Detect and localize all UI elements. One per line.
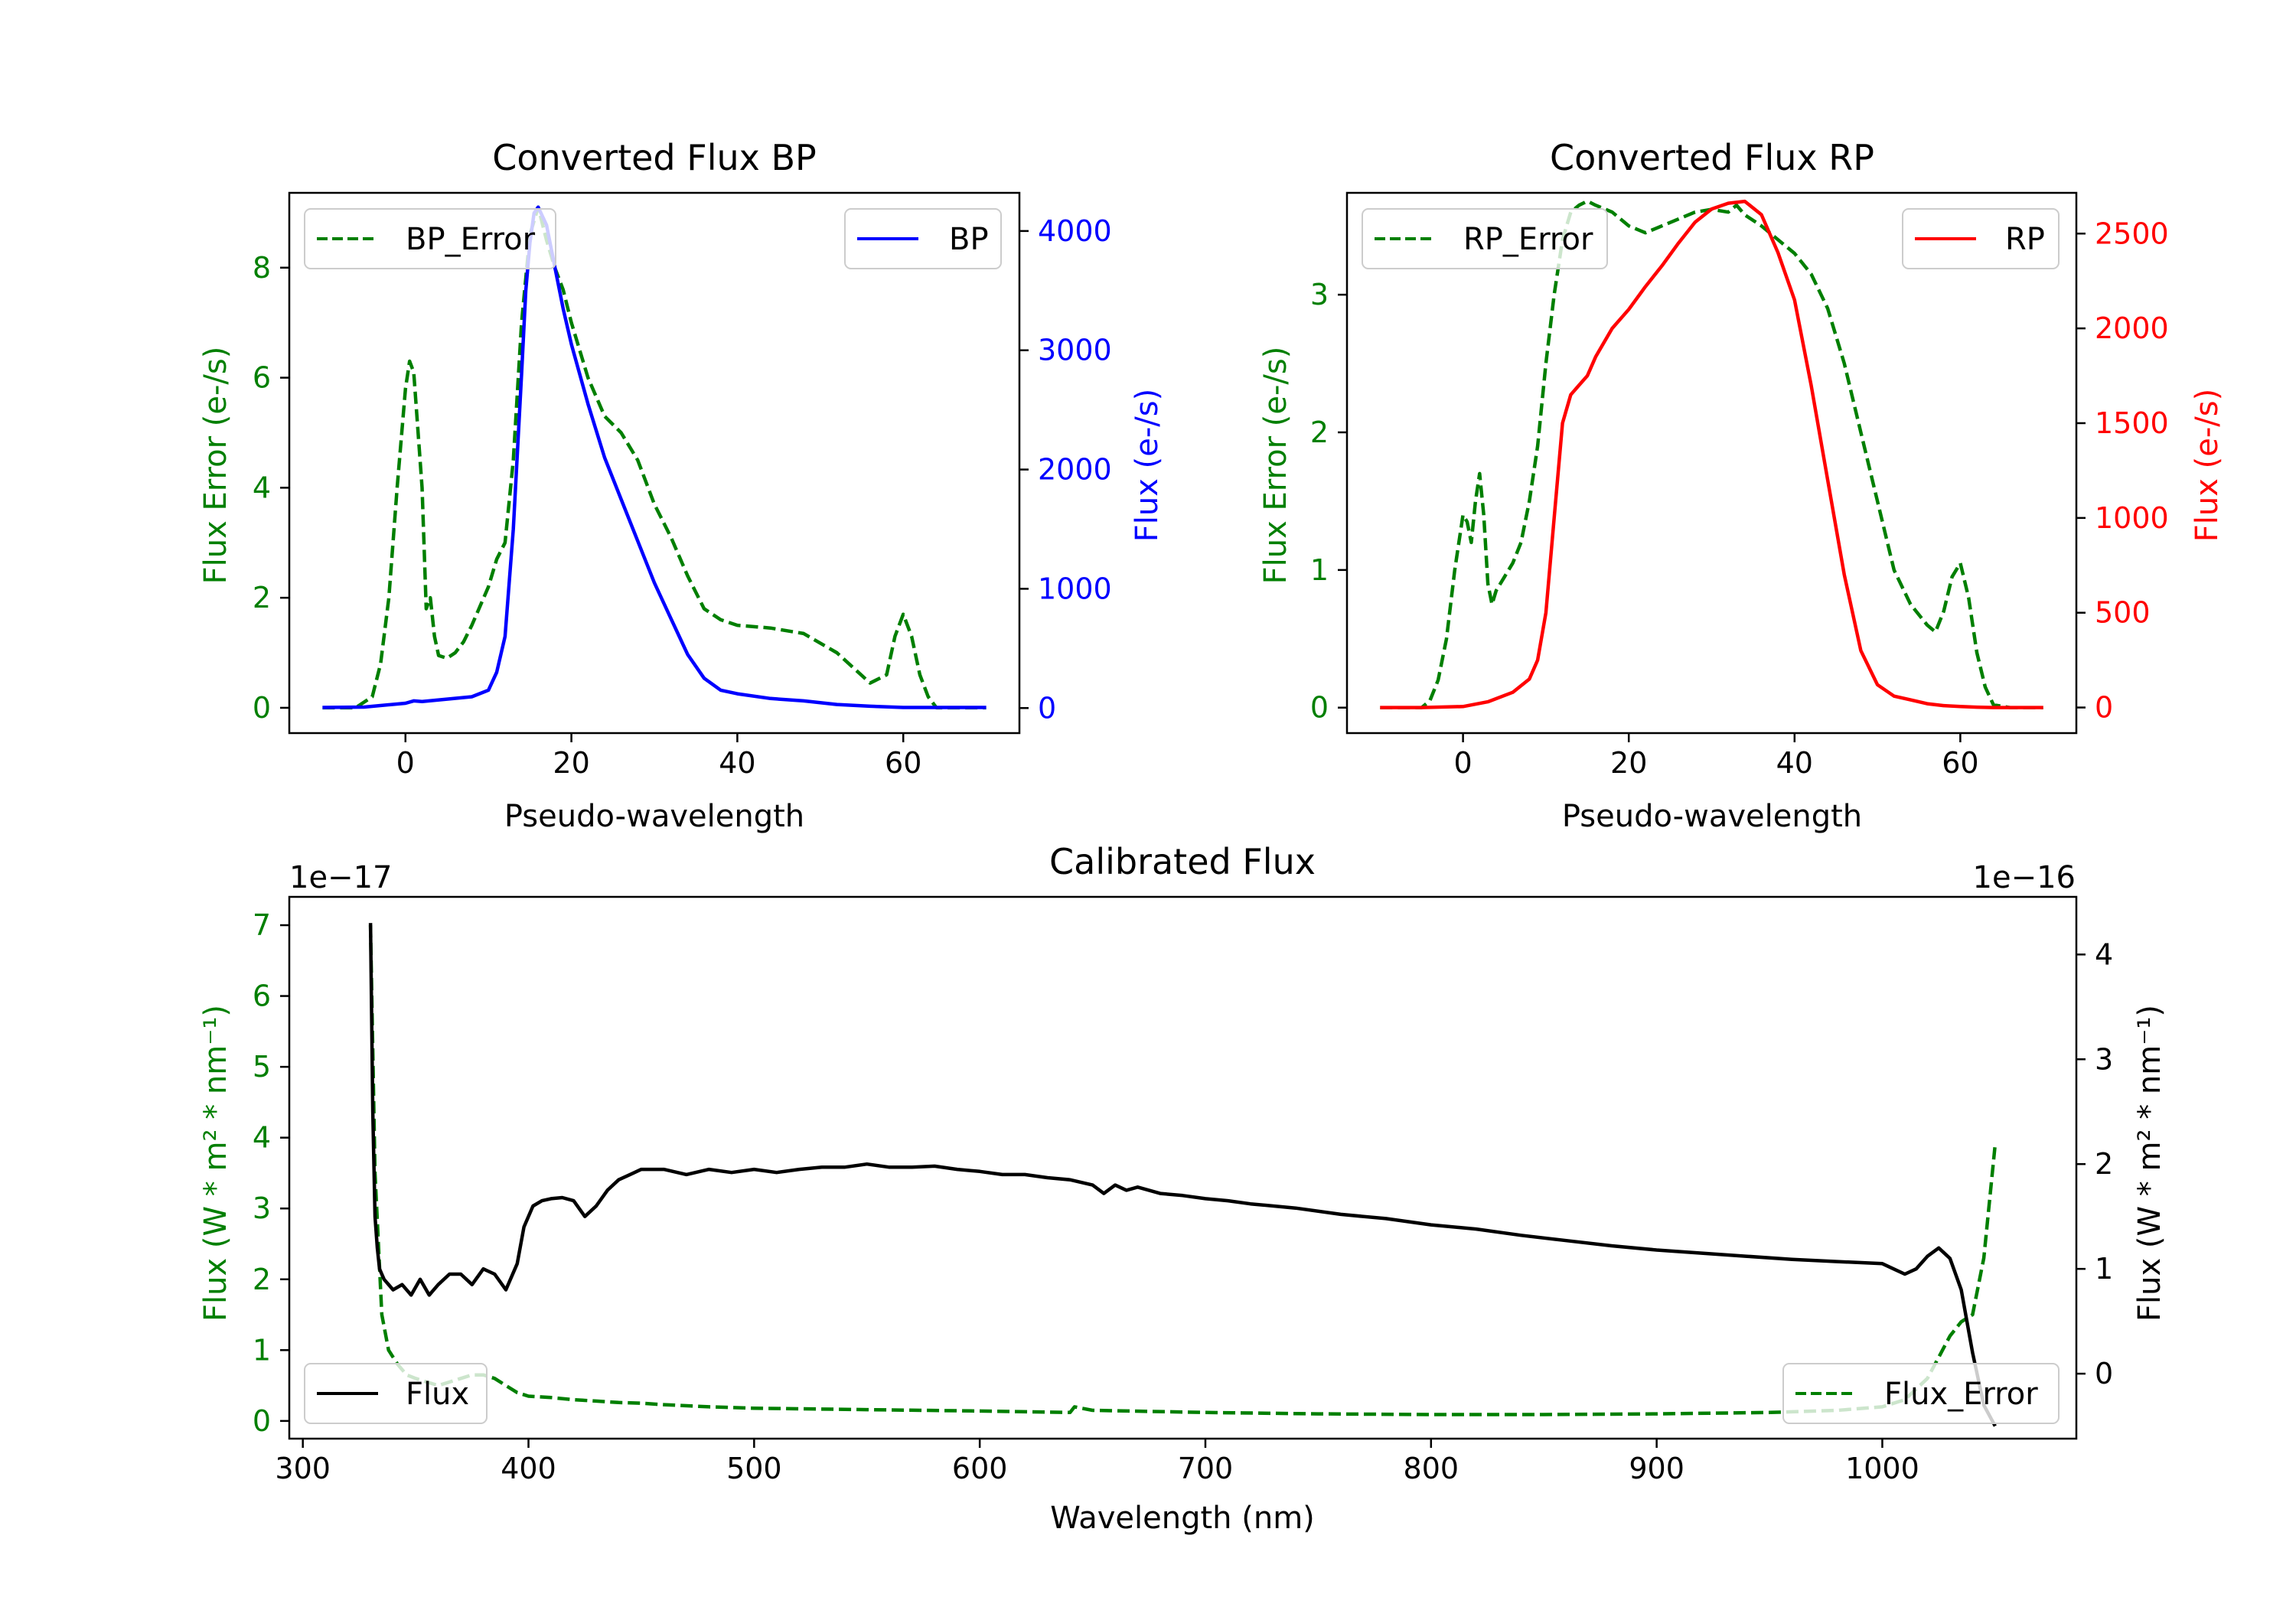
cal-ytick-right-label: 3 xyxy=(2095,1042,2113,1076)
rp-legend-flux: RP xyxy=(1902,208,2060,269)
bp-xtick-label: 20 xyxy=(553,746,589,780)
cal-ytick-left-label: 0 xyxy=(253,1404,271,1438)
bp-flux-line xyxy=(322,205,987,709)
bp-ytick-right-label: 2000 xyxy=(1038,453,1112,487)
cal-ytick-left-label: 5 xyxy=(253,1050,271,1084)
cal-ytick-left-label: 7 xyxy=(253,908,271,942)
bp-title: Converted Flux BP xyxy=(492,137,817,178)
bp-ytick-right-label: 0 xyxy=(1038,691,1056,725)
bp-ytick-right-label: 4000 xyxy=(1038,214,1112,248)
bp-plot-area: 0 20 40 60 0 2 4 6 8 0 1000 2000 3000 4000 xyxy=(253,191,1112,780)
cal-xtick-label: 700 xyxy=(1178,1452,1234,1485)
rp-ytick-left-label: 1 xyxy=(1310,553,1329,587)
panel-rp: Converted Flux RP Pseudo-wavelength Flux… xyxy=(1258,137,2225,834)
rp-xlabel: Pseudo-wavelength xyxy=(1562,799,1862,834)
cal-ytick-left-label: 4 xyxy=(253,1121,271,1155)
rp-xtick-label: 20 xyxy=(1610,746,1647,780)
rp-error-line xyxy=(1380,199,2043,709)
rp-ytick-right-label: 1500 xyxy=(2095,406,2169,440)
rp-legend-flux-label: RP xyxy=(2005,222,2045,257)
rp-title: Converted Flux RP xyxy=(1550,137,1874,178)
bp-ytick-left-label: 6 xyxy=(253,361,271,395)
cal-offset-left: 1e−17 xyxy=(289,860,392,895)
rp-ytick-right-label: 500 xyxy=(2095,596,2151,630)
cal-ylabel-right: Flux (W * m² * nm⁻¹) xyxy=(2132,1005,2167,1322)
bp-legend-flux: BP xyxy=(844,208,1002,269)
cal-ytick-left-label: 6 xyxy=(253,980,271,1013)
cal-ytick-right-label: 4 xyxy=(2095,937,2113,971)
bp-ytick-right-label: 1000 xyxy=(1038,572,1112,605)
rp-ylabel-right: Flux (e-/s) xyxy=(2190,389,2225,542)
bp-ylabel-left: Flux Error (e-/s) xyxy=(198,347,233,585)
cal-ytick-right-label: 0 xyxy=(2095,1357,2113,1390)
rp-ytick-left-label: 2 xyxy=(1310,416,1329,449)
bp-xtick-label: 0 xyxy=(396,746,415,780)
rp-ytick-right-label: 2500 xyxy=(2095,217,2169,250)
cal-xtick-label: 1000 xyxy=(1845,1452,1919,1485)
cal-legend-flux: Flux xyxy=(304,1363,488,1424)
rp-xtick-label: 60 xyxy=(1942,746,1978,780)
bp-xtick-label: 40 xyxy=(719,746,755,780)
cal-legend-flux-label: Flux xyxy=(406,1377,469,1412)
bp-ytick-left-label: 8 xyxy=(253,251,271,285)
cal-axes-frame xyxy=(288,895,2078,1440)
cal-ytick-left-label: 2 xyxy=(253,1263,271,1296)
cal-xtick-label: 400 xyxy=(501,1452,556,1485)
cal-xtick-label: 800 xyxy=(1404,1452,1459,1485)
rp-flux-line xyxy=(1380,199,2043,709)
cal-xtick-label: 300 xyxy=(275,1452,331,1485)
cal-ytick-left-label: 1 xyxy=(253,1333,271,1367)
rp-xtick-label: 40 xyxy=(1776,746,1813,780)
bp-xlabel: Pseudo-wavelength xyxy=(504,799,804,834)
rp-legend-error-label: RP_Error xyxy=(1463,222,1593,257)
cal-legend-error-label: Flux_Error xyxy=(1884,1377,2038,1412)
cal-ytick-left-label: 3 xyxy=(253,1191,271,1225)
rp-xtick-label: 0 xyxy=(1454,746,1473,780)
bp-legend-flux-label: BP xyxy=(949,222,989,257)
bp-ytick-left-label: 0 xyxy=(253,691,271,725)
bp-ytick-left-label: 2 xyxy=(253,581,271,614)
cal-flux-line xyxy=(368,923,1997,1427)
panel-bp: Converted Flux BP Pseudo-wavelength Flux… xyxy=(198,137,1165,834)
bp-xtick-label: 60 xyxy=(885,746,921,780)
rp-ytick-left-label: 0 xyxy=(1310,691,1329,725)
bp-ytick-right-label: 3000 xyxy=(1038,334,1112,367)
rp-ytick-right-label: 0 xyxy=(2095,691,2113,725)
cal-xtick-label: 600 xyxy=(952,1452,1008,1485)
rp-legend-error: RP_Error xyxy=(1362,208,1608,269)
rp-ytick-right-label: 1000 xyxy=(2095,501,2169,535)
cal-plot-area: 300 400 500 600 700 800 900 1000 0 1 2 3 4 5 6 7 0 1 2 3 4 xyxy=(253,895,2113,1485)
bp-ytick-left-label: 4 xyxy=(253,471,271,504)
rp-ylabel-left: Flux Error (e-/s) xyxy=(1258,347,1293,585)
cal-title: Calibrated Flux xyxy=(1049,841,1316,882)
cal-legend-error: Flux_Error xyxy=(1782,1363,2060,1424)
cal-xtick-label: 900 xyxy=(1629,1452,1684,1485)
bp-axes-frame xyxy=(288,191,1021,735)
cal-ytick-right-label: 2 xyxy=(2095,1147,2113,1181)
cal-offset-right: 1e−16 xyxy=(1973,860,2076,895)
bp-legend-error-label: BP_Error xyxy=(406,222,536,257)
cal-xlabel: Wavelength (nm) xyxy=(1050,1501,1315,1536)
panel-calibrated: Calibrated Flux 1e−17 1e−16 Wavelength (… xyxy=(198,841,2167,1536)
rp-axes-frame xyxy=(1345,191,2078,735)
rp-ytick-left-label: 3 xyxy=(1310,278,1329,311)
bp-legend-error: BP_Error xyxy=(304,208,556,269)
bp-ylabel-right: Flux (e-/s) xyxy=(1130,389,1165,542)
rp-ytick-right-label: 2000 xyxy=(2095,311,2169,345)
cal-xtick-label: 500 xyxy=(726,1452,782,1485)
rp-plot-area: 0 20 40 60 0 1 2 3 0 500 1000 1500 2000 2500 xyxy=(1310,191,2169,780)
cal-ytick-right-label: 1 xyxy=(2095,1252,2113,1286)
cal-ylabel-left: Flux (W * m² * nm⁻¹) xyxy=(198,1005,233,1322)
